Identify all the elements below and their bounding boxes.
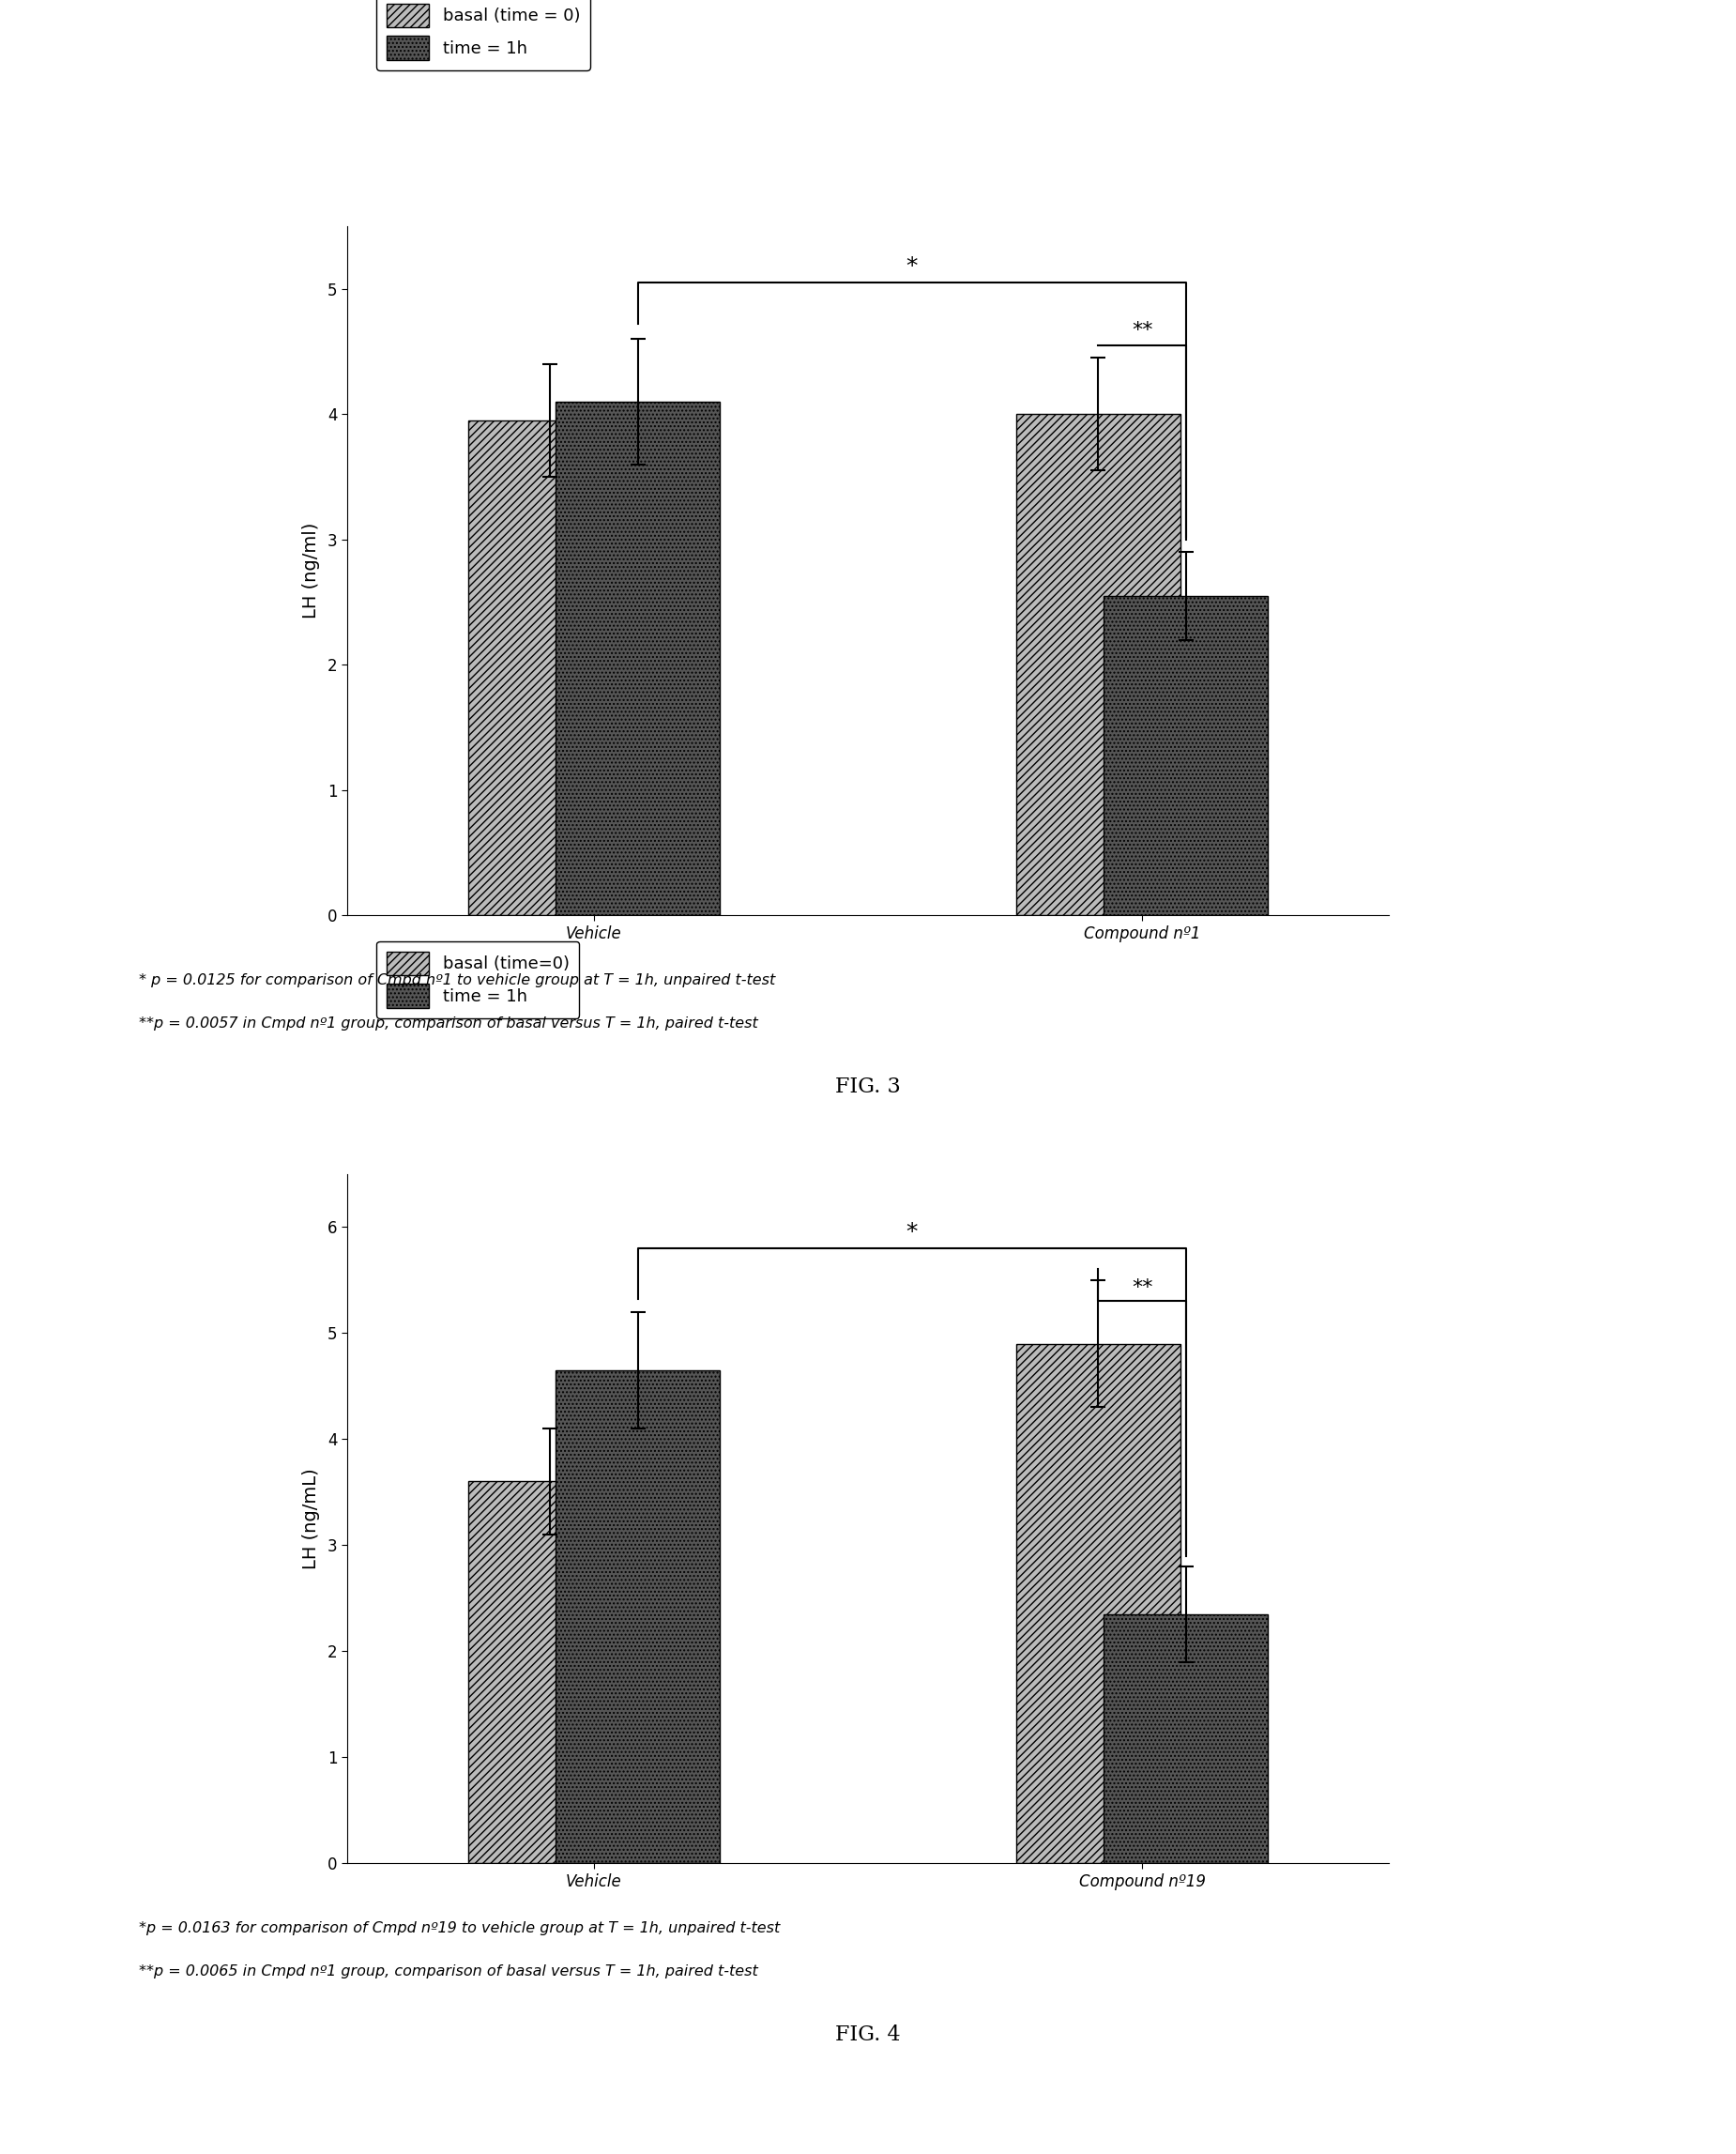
Text: FIG. 3: FIG. 3 <box>835 1077 901 1099</box>
Text: * p = 0.0125 for comparison of Cmpd nº1 to vehicle group at T = 1h, unpaired t-t: * p = 0.0125 for comparison of Cmpd nº1 … <box>139 974 776 989</box>
Text: **: ** <box>1132 1277 1153 1297</box>
Bar <box>467 1482 632 1863</box>
Bar <box>556 401 720 915</box>
Bar <box>1016 1344 1180 1863</box>
Bar <box>1104 1613 1269 1863</box>
Text: **p = 0.0065 in Cmpd nº1 group, comparison of basal versus T = 1h, paired t-test: **p = 0.0065 in Cmpd nº1 group, comparis… <box>139 1964 759 1980</box>
Legend: basal (time = 0), time = 1h: basal (time = 0), time = 1h <box>377 0 590 71</box>
Legend: basal (time=0), time = 1h: basal (time=0), time = 1h <box>377 941 580 1019</box>
Text: **: ** <box>1132 321 1153 340</box>
Text: *: * <box>906 1221 918 1243</box>
Text: **p = 0.0057 in Cmpd nº1 group, comparison of basal versus T = 1h, paired t-test: **p = 0.0057 in Cmpd nº1 group, comparis… <box>139 1017 759 1032</box>
Text: FIG. 4: FIG. 4 <box>835 2025 901 2046</box>
Text: *: * <box>906 254 918 278</box>
Bar <box>556 1370 720 1863</box>
Bar <box>1016 414 1180 915</box>
Y-axis label: LH (ng/ml): LH (ng/ml) <box>302 523 319 618</box>
Bar <box>467 420 632 915</box>
Bar <box>1104 597 1269 915</box>
Y-axis label: LH (ng/mL): LH (ng/mL) <box>302 1469 319 1568</box>
Text: *p = 0.0163 for comparison of Cmpd nº19 to vehicle group at T = 1h, unpaired t-t: *p = 0.0163 for comparison of Cmpd nº19 … <box>139 1921 779 1936</box>
